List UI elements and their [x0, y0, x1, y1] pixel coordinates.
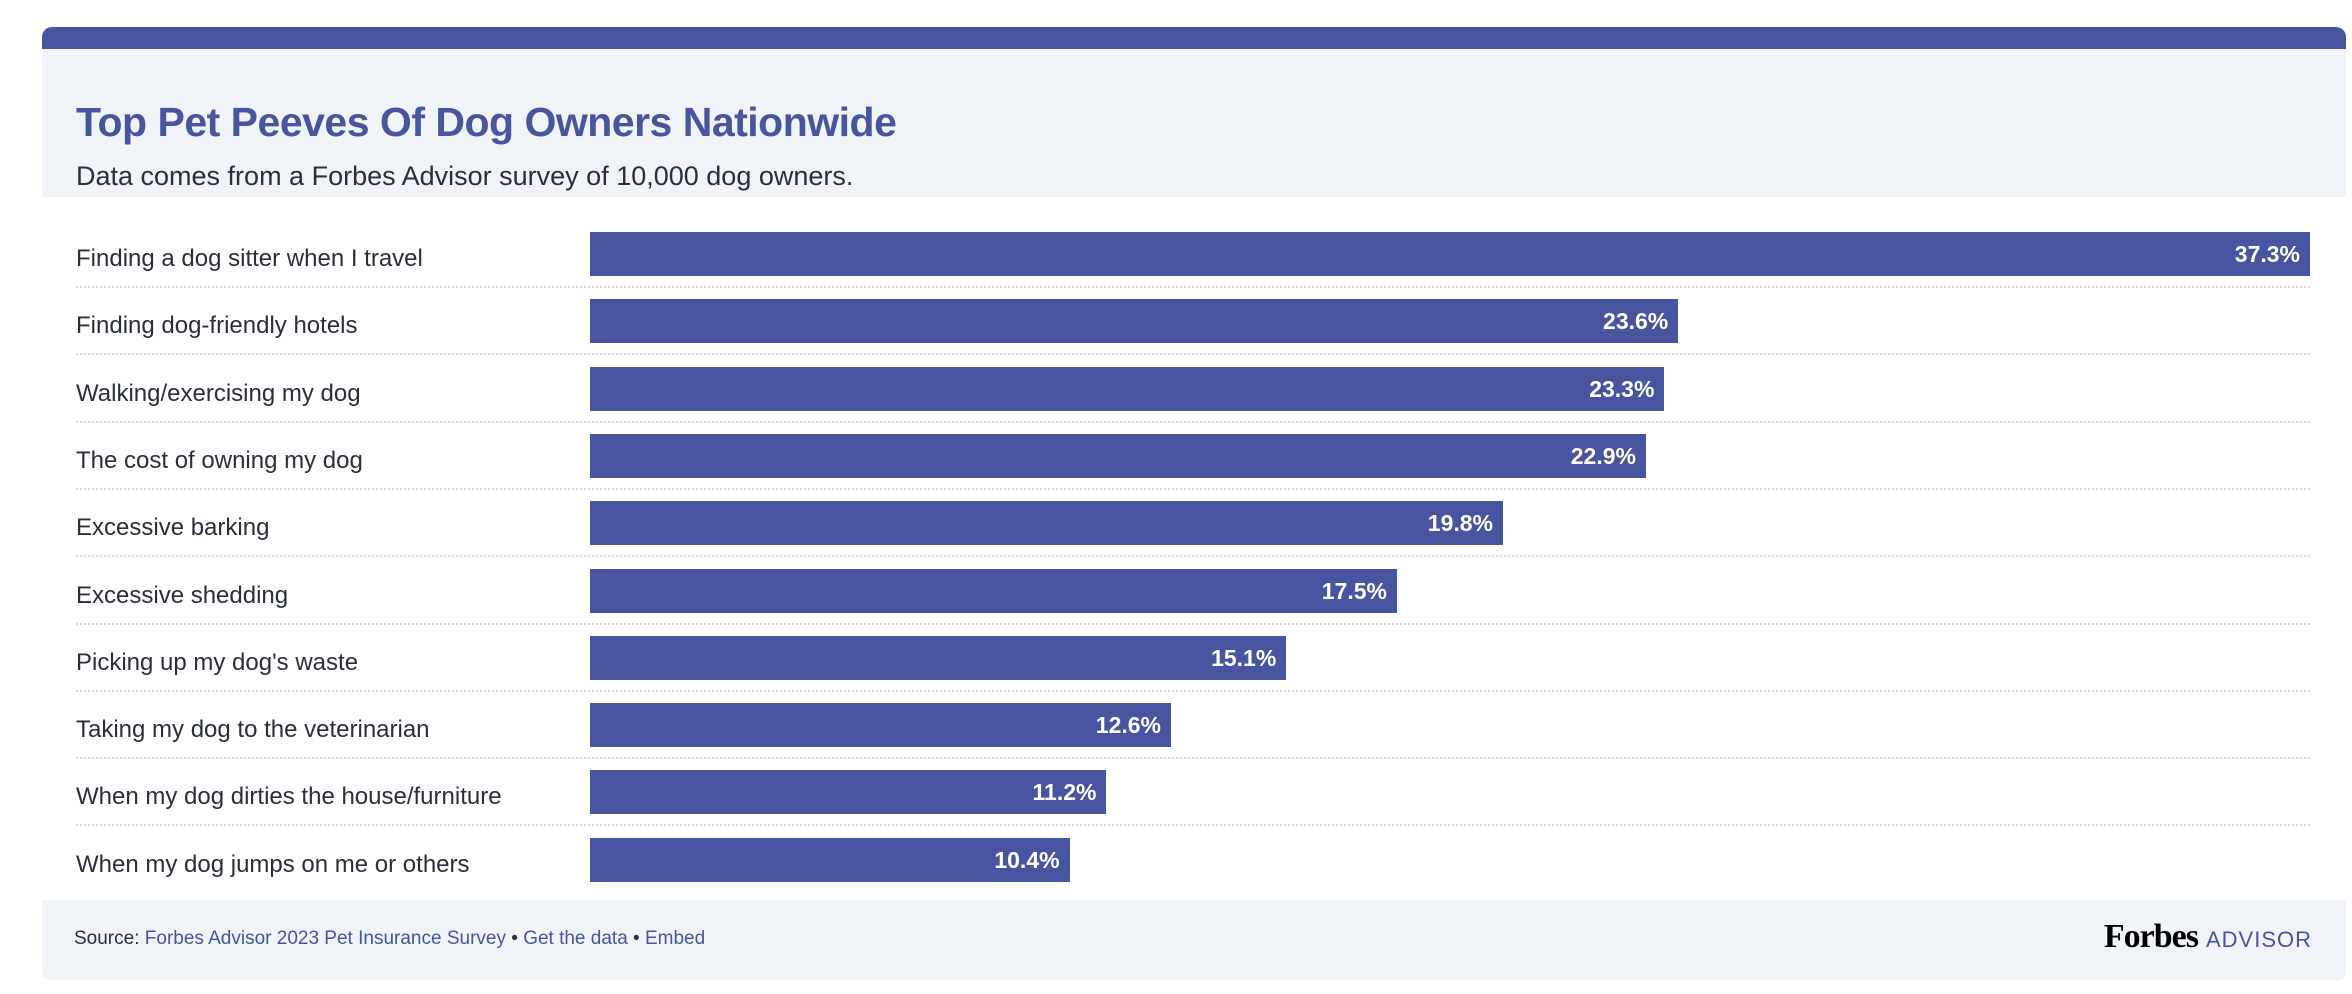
- value-label: 10.4%: [994, 846, 1060, 873]
- bar: 23.3%: [590, 366, 1665, 411]
- bar-row: When my dog jumps on me or others 10.4%: [76, 833, 2310, 900]
- bar: 23.6%: [590, 299, 1679, 344]
- category-label: When my dog dirties the house/furniture: [76, 783, 502, 811]
- source-line: Source: Forbes Advisor 2023 Pet Insuranc…: [74, 928, 705, 950]
- get-data-link[interactable]: Get the data: [523, 928, 628, 949]
- category-label: Finding dog-friendly hotels: [76, 312, 358, 340]
- separator: •: [505, 928, 524, 949]
- bar-row: Excessive barking 19.8%: [76, 496, 2310, 563]
- row-divider: [76, 757, 2310, 760]
- value-label: 15.1%: [1211, 644, 1277, 671]
- bar: 11.2%: [590, 770, 1107, 815]
- value-label: 12.6%: [1095, 712, 1162, 739]
- bar: 12.6%: [590, 703, 1172, 748]
- chart-card: Top Pet Peeves Of Dog Owners Nationwide …: [42, 27, 2346, 980]
- logo-forbes: Forbes: [2103, 918, 2199, 955]
- bar: 22.9%: [590, 433, 1646, 478]
- category-label: Excessive barking: [76, 514, 270, 542]
- value-label: 23.3%: [1589, 375, 1655, 402]
- row-divider: [76, 353, 2310, 356]
- category-label: Finding a dog sitter when I travel: [76, 245, 423, 272]
- source-prefix: Source:: [74, 928, 145, 949]
- chart-title: Top Pet Peeves Of Dog Owners Nationwide: [76, 99, 897, 145]
- bar-row: Picking up my dog's waste 15.1%: [76, 631, 2310, 698]
- bar-row: When my dog dirties the house/furniture 1…: [76, 765, 2310, 832]
- category-label: Taking my dog to the veterinarian: [76, 716, 430, 744]
- bar: 17.5%: [590, 568, 1397, 613]
- row-divider: [76, 555, 2310, 558]
- row-divider: [76, 689, 2310, 692]
- forbes-advisor-logo: Forbes ADVISOR: [2104, 918, 2312, 956]
- bar: 37.3%: [590, 232, 2310, 276]
- value-label: 17.5%: [1321, 577, 1387, 604]
- bar: 15.1%: [590, 635, 1287, 680]
- row-divider: [76, 420, 2310, 423]
- bar-row: Finding a dog sitter when I travel 37.3%: [76, 227, 2310, 294]
- separator: •: [627, 928, 645, 949]
- row-divider: [76, 286, 2310, 288]
- row-divider: [76, 824, 2310, 827]
- chart-header: Top Pet Peeves Of Dog Owners Nationwide …: [42, 49, 2346, 197]
- embed-link[interactable]: Embed: [644, 928, 706, 949]
- top-accent-bar: [42, 27, 2346, 49]
- bar: 19.8%: [590, 501, 1504, 546]
- value-label: 22.9%: [1570, 442, 1636, 469]
- row-divider: [76, 622, 2310, 625]
- value-label: 19.8%: [1427, 510, 1494, 537]
- value-label: 11.2%: [1032, 779, 1097, 806]
- category-label: When my dog jumps on me or others: [76, 850, 470, 878]
- bar-row: Finding dog-friendly hotels 23.6%: [76, 294, 2310, 361]
- chart-subtitle: Data comes from a Forbes Advisor survey …: [76, 161, 854, 191]
- category-label: The cost of owning my dog: [76, 446, 363, 474]
- value-label: 23.6%: [1603, 308, 1669, 335]
- bar: 10.4%: [590, 837, 1070, 882]
- category-label: Walking/exercising my dog: [76, 379, 361, 407]
- bar-row: Walking/exercising my dog 23.3%: [76, 362, 2310, 429]
- row-divider: [76, 487, 2310, 490]
- category-label: Excessive shedding: [76, 581, 289, 609]
- bar-row: Excessive shedding 17.5%: [76, 564, 2310, 631]
- source-link[interactable]: Forbes Advisor 2023 Pet Insurance Survey: [144, 928, 506, 949]
- category-label: Picking up my dog's waste: [76, 648, 359, 676]
- bar-row: Taking my dog to the veterinarian 12.6%: [76, 698, 2310, 765]
- chart-footer: Source: Forbes Advisor 2023 Pet Insuranc…: [42, 900, 2346, 980]
- bar-row: The cost of owning my dog 22.9%: [76, 429, 2310, 496]
- logo-advisor: ADVISOR: [2205, 927, 2312, 952]
- value-label: 37.3%: [2234, 241, 2300, 267]
